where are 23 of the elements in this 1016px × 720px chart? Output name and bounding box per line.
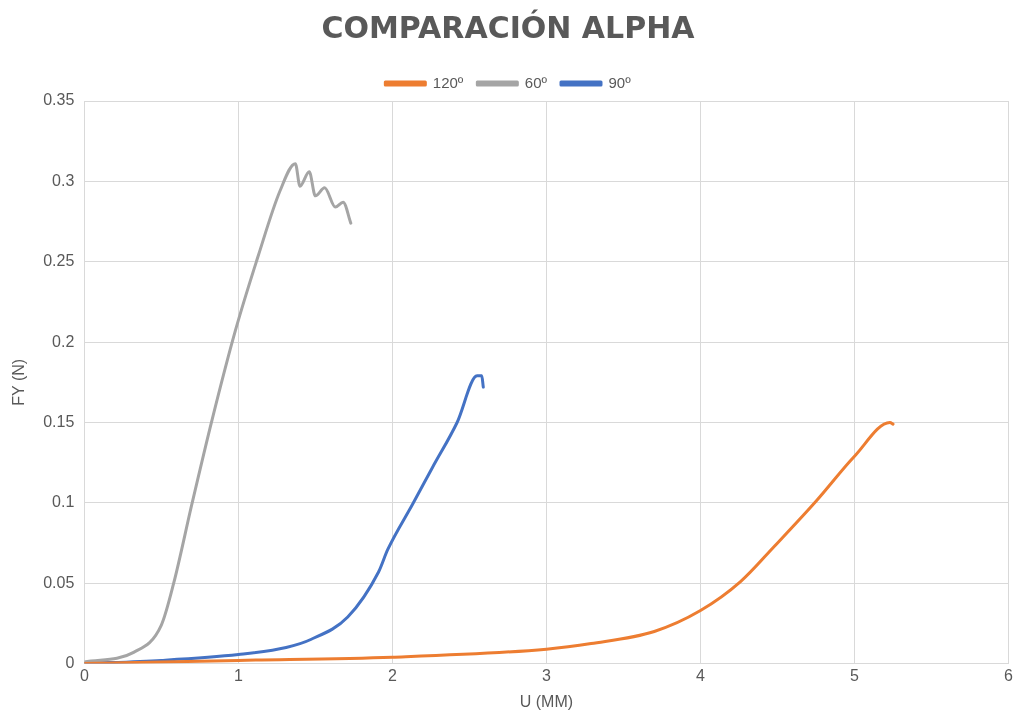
x-tick-label: 5 <box>850 666 860 684</box>
chart-title: COMPARACIÓN ALPHA <box>321 8 696 45</box>
legend-label: 90º <box>608 73 632 91</box>
y-axis-title: FY (N) <box>10 358 28 406</box>
y-tick-label: 0.35 <box>43 91 75 109</box>
x-axis-title: U (MM) <box>519 692 574 710</box>
legend-label: 120º <box>432 73 464 91</box>
line-series <box>84 162 353 664</box>
line-series <box>84 420 895 664</box>
y-tick-label: 0.3 <box>52 171 75 189</box>
y-tick-label: 0.2 <box>52 332 75 350</box>
y-tick-label: 0.05 <box>43 573 75 591</box>
legend-label: 60º <box>524 73 548 91</box>
x-tick-label: 4 <box>696 666 706 684</box>
y-tick-label: 0.1 <box>52 493 75 511</box>
y-tick-label: 0 <box>65 654 75 672</box>
x-tick-label: 0 <box>79 666 89 684</box>
x-tick-label: 1 <box>233 666 243 684</box>
y-tick-label: 0.15 <box>43 412 75 430</box>
x-tick-label: 2 <box>387 666 397 684</box>
x-tick-label: 6 <box>1004 666 1014 684</box>
y-tick-label: 0.25 <box>43 252 75 270</box>
x-tick-label: 3 <box>541 666 551 684</box>
